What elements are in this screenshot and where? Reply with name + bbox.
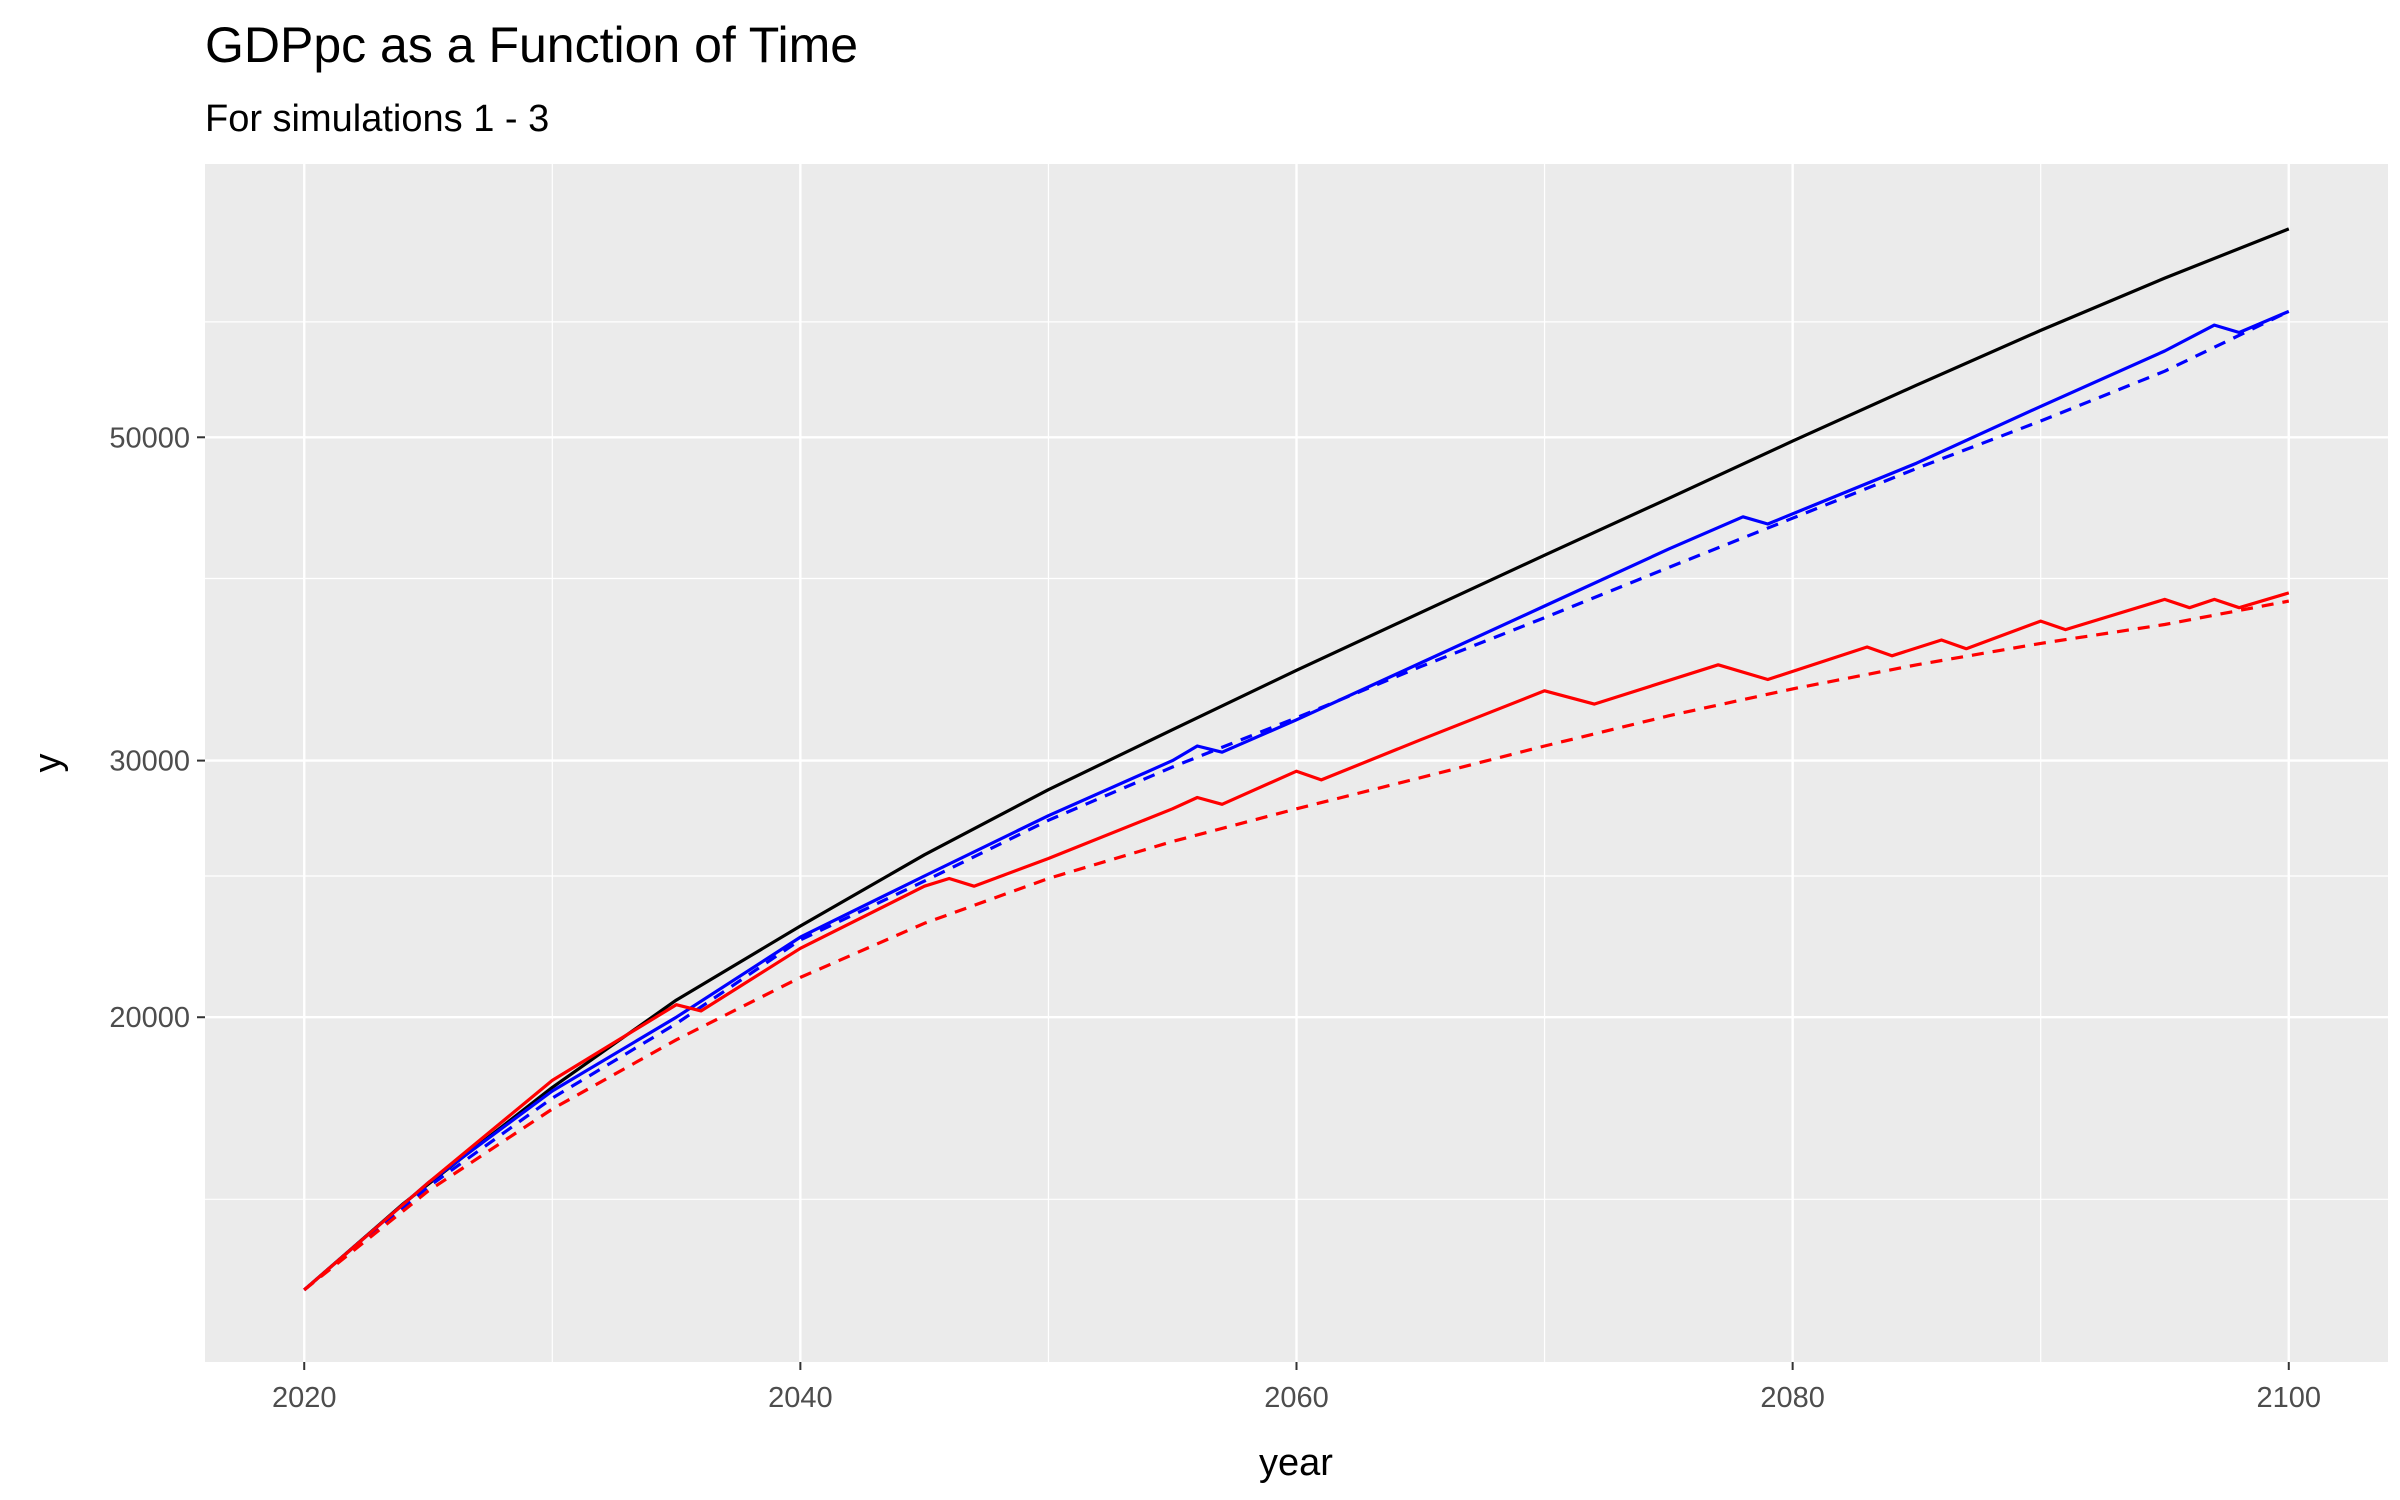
y-axis-title: y (27, 754, 69, 773)
y-tick-label: 20000 (109, 1002, 190, 1034)
x-axis: 2020 2040 2060 2080 2100 (272, 1362, 2321, 1414)
series-line-4 (303, 591, 2290, 1292)
chart-title: GDPpc as a Function of Time (205, 17, 858, 73)
x-tick-label: 2060 (1264, 1382, 1329, 1414)
series-lines (303, 227, 2290, 1292)
y-tick-label: 30000 (109, 746, 190, 778)
chart-subtitle: For simulations 1 - 3 (205, 98, 549, 140)
y-axis: 20000 30000 50000 (109, 422, 205, 1034)
x-tick-label: 2080 (1760, 1382, 1825, 1414)
y-tick-label: 50000 (109, 422, 190, 454)
x-axis-title: year (1259, 1442, 1333, 1484)
x-tick-label: 2040 (768, 1382, 833, 1414)
x-tick-label: 2020 (272, 1382, 337, 1414)
series-line-3 (303, 309, 2290, 1292)
x-tick-label: 2100 (2257, 1382, 2322, 1414)
gridlines (205, 164, 2388, 1362)
series-line-5 (303, 599, 2290, 1292)
